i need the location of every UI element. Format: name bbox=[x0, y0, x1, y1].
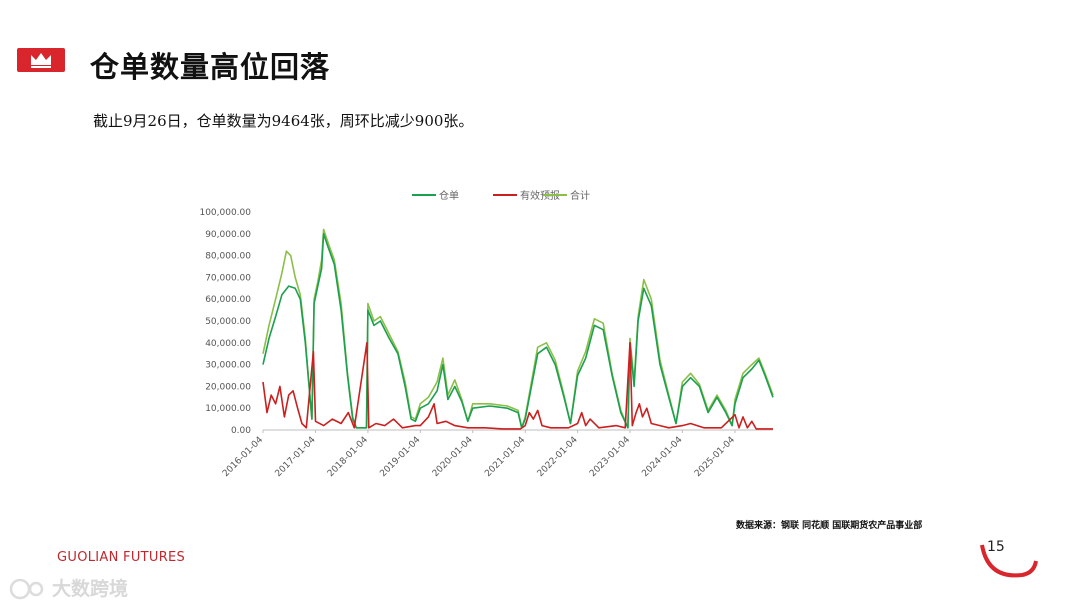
y-tick-label: 60,000.00 bbox=[205, 295, 251, 305]
series-line-1 bbox=[262, 232, 774, 429]
x-tick-label: 2020-01-04 bbox=[431, 435, 475, 479]
data-source: 数据来源：钢联 同花顺 国联期货农产品事业部 bbox=[736, 521, 923, 531]
y-tick-label: 30,000.00 bbox=[205, 361, 251, 371]
x-tick-label: 2024-01-04 bbox=[640, 435, 684, 479]
legend-label: 有效预报 bbox=[520, 189, 560, 202]
brand-name: GUOLIAN FUTURES bbox=[57, 550, 186, 565]
y-tick-label: 40,000.00 bbox=[205, 339, 251, 349]
logo-tab bbox=[17, 48, 65, 72]
series-line-2 bbox=[262, 342, 773, 430]
legend-label: 合计 bbox=[570, 189, 590, 202]
x-tick-label: 2016-01-04 bbox=[221, 435, 265, 479]
page-subtitle: 截止9月26日，仓单数量为9464张，周环比减少900张。 bbox=[93, 112, 474, 130]
y-tick-label: 100,000.00 bbox=[199, 208, 251, 218]
crown-icon bbox=[31, 53, 51, 68]
y-tick-label: 10,000.00 bbox=[205, 404, 251, 414]
watermark-text: 大数跨境 bbox=[52, 578, 129, 600]
page-arc-icon bbox=[980, 544, 1038, 578]
legend-label: 仓单 bbox=[439, 189, 459, 202]
y-tick-label: 50,000.00 bbox=[205, 317, 251, 327]
y-tick-label: 0.00 bbox=[231, 426, 251, 436]
line-chart: 100,000.00 90,000.00 80,000.00 70,000.00 60,… bbox=[199, 189, 774, 479]
watermark-logo-icon bbox=[9, 578, 44, 600]
x-tick-label: 2017-01-04 bbox=[274, 435, 318, 479]
x-tick-label: 2022-01-04 bbox=[536, 435, 580, 479]
x-tick-label: 2018-01-04 bbox=[326, 435, 370, 479]
x-tick-label: 2025-01-04 bbox=[693, 435, 737, 479]
series-line-3 bbox=[262, 228, 774, 429]
page-title: 仓单数量高位回落 bbox=[90, 50, 331, 84]
y-tick-label: 20,000.00 bbox=[205, 382, 251, 392]
y-tick-label: 70,000.00 bbox=[205, 273, 251, 283]
y-tick-label: 90,000.00 bbox=[205, 230, 251, 240]
y-tick-label: 80,000.00 bbox=[205, 252, 251, 262]
page-number: 15 bbox=[987, 539, 1005, 555]
x-tick-label: 2021-01-04 bbox=[483, 435, 527, 479]
x-tick-label: 2019-01-04 bbox=[378, 435, 422, 479]
x-tick-label: 2023-01-04 bbox=[588, 435, 632, 479]
